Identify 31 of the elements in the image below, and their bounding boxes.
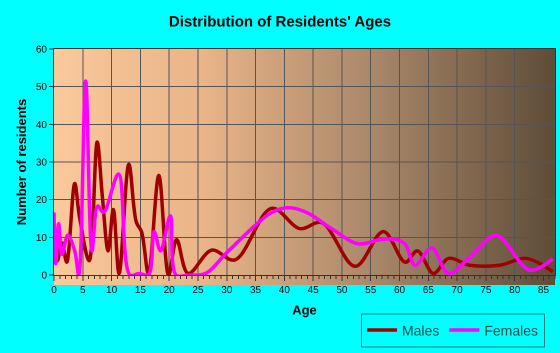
y-tick-label: 0 [41, 270, 48, 282]
y-axis-title: Number of residents [14, 98, 29, 226]
x-tick-label: 20 [164, 285, 176, 296]
y-tick-label: 60 [36, 44, 48, 56]
y-tick-label: 50 [36, 82, 48, 94]
x-tick-label: 5 [80, 285, 86, 296]
y-tick-label: 30 [36, 158, 48, 168]
x-tick-label: 70 [452, 285, 464, 296]
chart-title: Distribution of Residents' Ages [168, 13, 392, 30]
x-tick-label: 40 [278, 285, 290, 296]
x-tick-label: 85 [538, 285, 550, 296]
x-axis-title: Age [292, 302, 317, 318]
legend-label: Males [402, 322, 440, 338]
x-tick-label: 25 [192, 285, 204, 296]
x-tick-label: 80 [509, 285, 521, 296]
x-tick-label: 45 [308, 285, 320, 296]
x-tick-label: 65 [422, 285, 434, 296]
x-tick-label: 35 [250, 285, 262, 296]
x-tick-label: 0 [51, 285, 58, 296]
x-tick-label: 30 [221, 285, 233, 296]
y-tick-label: 40 [36, 120, 48, 131]
legend-label: Females [484, 322, 538, 338]
x-tick-label: 75 [480, 285, 492, 296]
x-tick-label: 55 [365, 285, 377, 296]
x-tick-label: 15 [134, 285, 146, 296]
y-tick-label: 10 [36, 232, 48, 244]
x-tick-label: 10 [106, 285, 118, 296]
line-series [54, 79, 554, 275]
y-tick-label: 20 [36, 195, 48, 206]
x-tick-label: 60 [394, 285, 406, 296]
x-tick-label: 50 [336, 285, 348, 296]
